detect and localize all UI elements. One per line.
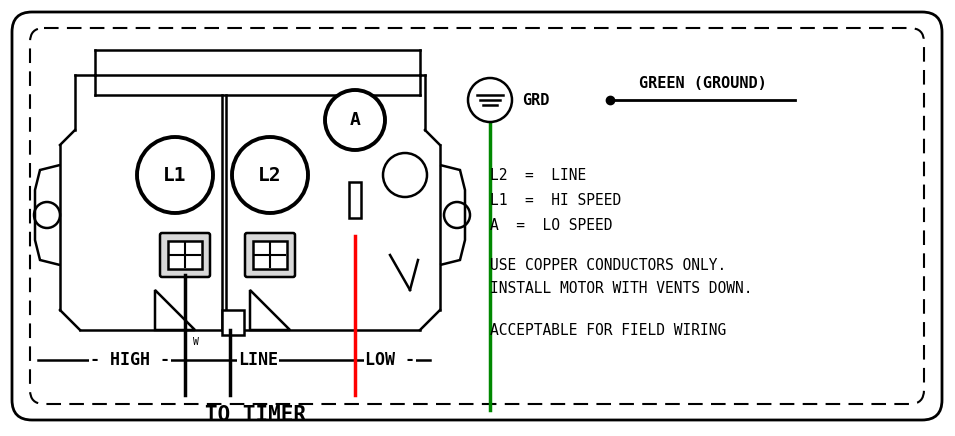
Text: L2  =  LINE: L2 = LINE [490,167,586,183]
Text: A  =  LO SPEED: A = LO SPEED [490,218,612,232]
FancyBboxPatch shape [245,233,295,277]
Circle shape [325,90,385,150]
Text: L1: L1 [163,166,187,184]
FancyBboxPatch shape [349,182,361,218]
Text: GRD: GRD [522,92,549,108]
FancyBboxPatch shape [160,233,210,277]
Text: - HIGH -: - HIGH - [90,351,170,369]
FancyBboxPatch shape [222,310,244,335]
Circle shape [383,153,427,197]
Text: LINE: LINE [238,351,278,369]
FancyBboxPatch shape [253,241,287,269]
Text: INSTALL MOTOR WITH VENTS DOWN.: INSTALL MOTOR WITH VENTS DOWN. [490,280,753,296]
Text: A: A [350,111,360,129]
Text: L1  =  HI SPEED: L1 = HI SPEED [490,193,622,208]
Text: L2: L2 [258,166,282,184]
Text: USE COPPER CONDUCTORS ONLY.: USE COPPER CONDUCTORS ONLY. [490,258,726,272]
Text: LOW -: LOW - [365,351,415,369]
Circle shape [137,137,213,213]
FancyBboxPatch shape [168,241,202,269]
Text: GREEN (GROUND): GREEN (GROUND) [639,76,766,92]
Text: W: W [193,337,199,347]
Text: ACCEPTABLE FOR FIELD WIRING: ACCEPTABLE FOR FIELD WIRING [490,323,726,337]
Circle shape [232,137,308,213]
Circle shape [468,78,512,122]
Text: TO TIMER: TO TIMER [204,405,306,425]
